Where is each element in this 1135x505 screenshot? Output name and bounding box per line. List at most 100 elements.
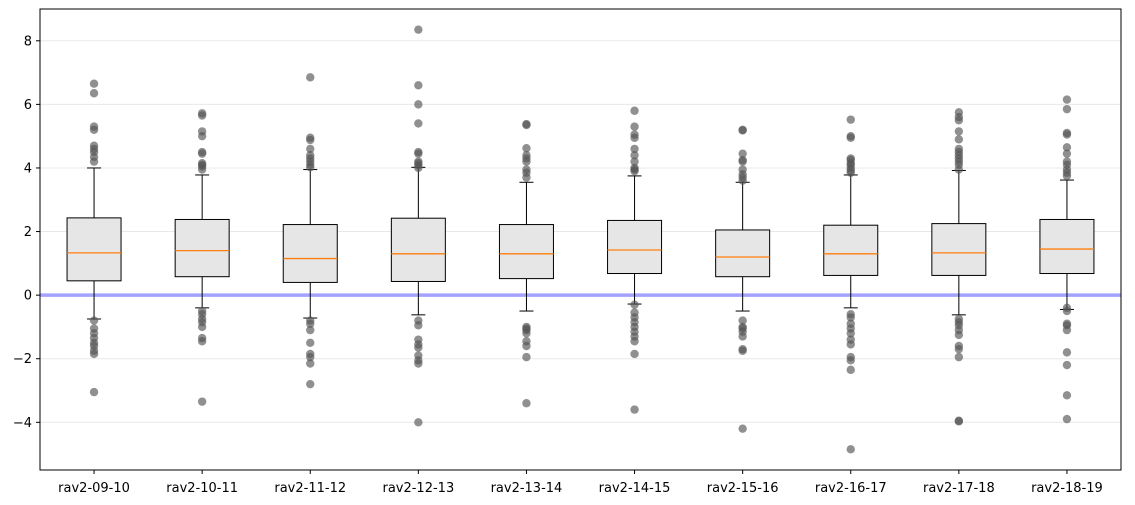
x-tick-label: rav2-10-11 bbox=[166, 481, 238, 496]
outlier-point bbox=[89, 387, 99, 397]
outlier-point bbox=[414, 119, 423, 128]
outlier-point bbox=[846, 365, 855, 375]
outlier-point bbox=[738, 316, 747, 325]
outlier-point bbox=[89, 125, 99, 135]
outlier-point bbox=[630, 405, 639, 414]
outlier-point bbox=[522, 157, 531, 166]
outlier-point bbox=[738, 176, 747, 185]
box-iqr bbox=[498, 224, 554, 280]
outlier-point bbox=[522, 352, 531, 362]
box-rav2-18-19 bbox=[1039, 179, 1095, 310]
outlier-point bbox=[630, 349, 639, 359]
x-tick-label: rav2-13-14 bbox=[491, 481, 563, 496]
outlier-point bbox=[89, 349, 99, 359]
x-tick-label: rav2-12-13 bbox=[382, 481, 454, 496]
outlier-point bbox=[197, 322, 207, 332]
box-iqr bbox=[66, 217, 122, 282]
outlier-point bbox=[738, 424, 747, 433]
box-rav2-16-17 bbox=[823, 174, 879, 309]
outlier-point bbox=[197, 149, 207, 158]
x-tick-label: rav2-11-12 bbox=[274, 481, 346, 496]
y-tick-label: 8 bbox=[24, 34, 32, 49]
outlier-point bbox=[630, 337, 639, 346]
box-iqr bbox=[931, 223, 987, 276]
outlier-point bbox=[414, 163, 423, 173]
outlier-points bbox=[89, 25, 1072, 454]
outlier-point bbox=[1062, 414, 1072, 424]
outlier-point bbox=[846, 115, 855, 124]
outlier-point bbox=[630, 157, 639, 166]
outlier-point bbox=[954, 135, 964, 144]
outlier-point bbox=[522, 173, 531, 182]
outlier-point bbox=[630, 166, 639, 176]
outlier-point bbox=[89, 79, 99, 88]
outlier-point bbox=[306, 144, 315, 154]
outlier-point bbox=[1062, 143, 1072, 152]
outlier-point bbox=[306, 319, 315, 328]
outlier-point bbox=[197, 337, 207, 346]
outlier-point bbox=[197, 131, 207, 141]
box-rav2-17-18 bbox=[931, 170, 987, 316]
outlier-point bbox=[306, 379, 315, 389]
outlier-point bbox=[522, 341, 531, 351]
x-axis: rav2-09-10 rav2-10-11 rav2-11-12 rav2-12-13… bbox=[58, 470, 1103, 496]
outlier-point bbox=[414, 81, 423, 90]
box-rav2-11-12 bbox=[282, 169, 338, 319]
outlier-point bbox=[1062, 348, 1072, 357]
outlier-point bbox=[1062, 104, 1072, 114]
box-iqr bbox=[823, 224, 879, 276]
y-tick-label: −2 bbox=[13, 352, 32, 367]
box-rav2-13-14 bbox=[498, 181, 554, 312]
x-tick-label: rav2-09-10 bbox=[58, 481, 130, 496]
boxes bbox=[66, 166, 1095, 320]
outlier-point bbox=[1062, 391, 1072, 400]
box-iqr bbox=[282, 224, 338, 283]
x-tick-label: rav2-16-17 bbox=[815, 481, 887, 496]
outlier-point bbox=[414, 418, 423, 427]
outlier-point bbox=[738, 332, 747, 341]
y-axis: −4 −2 0 2 4 6 8 bbox=[13, 34, 40, 431]
outlier-point bbox=[1062, 325, 1072, 335]
outlier-point bbox=[89, 89, 99, 98]
y-tick-label: −4 bbox=[13, 416, 32, 431]
outlier-point bbox=[846, 168, 855, 177]
outlier-point bbox=[414, 100, 423, 109]
outlier-point bbox=[738, 157, 747, 166]
outlier-point bbox=[846, 313, 855, 322]
outlier-point bbox=[738, 126, 747, 135]
outlier-point bbox=[846, 133, 855, 142]
outlier-point bbox=[414, 359, 423, 368]
x-tick-label: rav2-18-19 bbox=[1031, 481, 1103, 496]
outlier-point bbox=[414, 343, 423, 352]
outlier-point bbox=[306, 73, 315, 82]
box-iqr bbox=[1039, 218, 1095, 275]
box-iqr bbox=[715, 229, 771, 278]
outlier-point bbox=[1062, 171, 1072, 181]
outlier-point bbox=[414, 25, 423, 34]
box-iqr bbox=[390, 217, 446, 282]
outlier-point bbox=[306, 325, 315, 335]
x-tick-label: rav2-15-16 bbox=[707, 481, 779, 496]
outlier-point bbox=[954, 417, 964, 426]
y-tick-label: 0 bbox=[24, 289, 32, 304]
outlier-point bbox=[306, 359, 315, 368]
outlier-point bbox=[89, 316, 99, 325]
box-rav2-12-13 bbox=[390, 166, 446, 316]
outlier-point bbox=[414, 321, 423, 330]
outlier-point bbox=[630, 122, 639, 131]
outlier-point bbox=[630, 151, 639, 160]
y-tick-label: 2 bbox=[24, 225, 32, 240]
y-tick-label: 4 bbox=[24, 161, 32, 176]
outlier-point bbox=[522, 144, 531, 153]
outlier-point bbox=[1062, 95, 1072, 104]
outlier-point bbox=[954, 344, 964, 354]
outlier-point bbox=[306, 135, 315, 145]
outlier-point bbox=[1062, 306, 1072, 316]
outlier-point bbox=[630, 133, 639, 142]
outlier-point bbox=[954, 127, 964, 136]
outlier-point bbox=[846, 356, 855, 365]
outlier-point bbox=[197, 111, 207, 120]
outlier-point bbox=[630, 300, 639, 309]
outlier-point bbox=[630, 144, 639, 154]
